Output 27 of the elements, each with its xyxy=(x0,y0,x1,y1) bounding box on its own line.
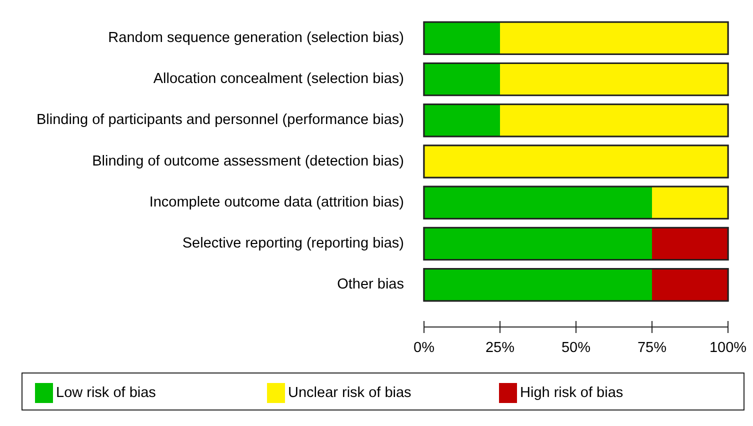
y-tick-label: Allocation concealment (selection bias) xyxy=(153,71,404,88)
y-tick-label: Incomplete outcome data (attrition bias) xyxy=(149,194,404,210)
y-tick-label: Selective reporting (reporting bias) xyxy=(182,236,404,252)
bar xyxy=(424,228,652,260)
bar xyxy=(652,268,728,301)
x-tick-label: 0% xyxy=(414,340,435,356)
bar xyxy=(500,22,728,54)
x-tick-label: 50% xyxy=(561,340,591,356)
legend-label: High risk of bias xyxy=(520,384,624,401)
bar xyxy=(424,63,500,96)
bar xyxy=(652,228,728,260)
bar xyxy=(500,104,728,136)
bar xyxy=(424,22,500,54)
y-tick-label: Blinding of participants and personnel (performance bias) xyxy=(36,112,404,128)
bar xyxy=(424,104,500,136)
bar xyxy=(500,63,728,96)
legend-label: Low risk of bias xyxy=(56,384,156,401)
y-tick-label: Blinding of outcome assessment (detection bias) xyxy=(92,153,404,170)
y-tick-label: Random sequence generation (selection bias) xyxy=(108,30,404,46)
bar xyxy=(652,186,728,219)
bar xyxy=(424,186,652,219)
x-tick-label: 75% xyxy=(637,340,667,356)
y-tick-label: Other bias xyxy=(337,276,404,293)
legend-label: Unclear risk of bias xyxy=(288,384,412,401)
bar xyxy=(424,268,652,301)
x-tick-label: 25% xyxy=(485,340,515,356)
x-tick-label: 100% xyxy=(709,340,747,356)
